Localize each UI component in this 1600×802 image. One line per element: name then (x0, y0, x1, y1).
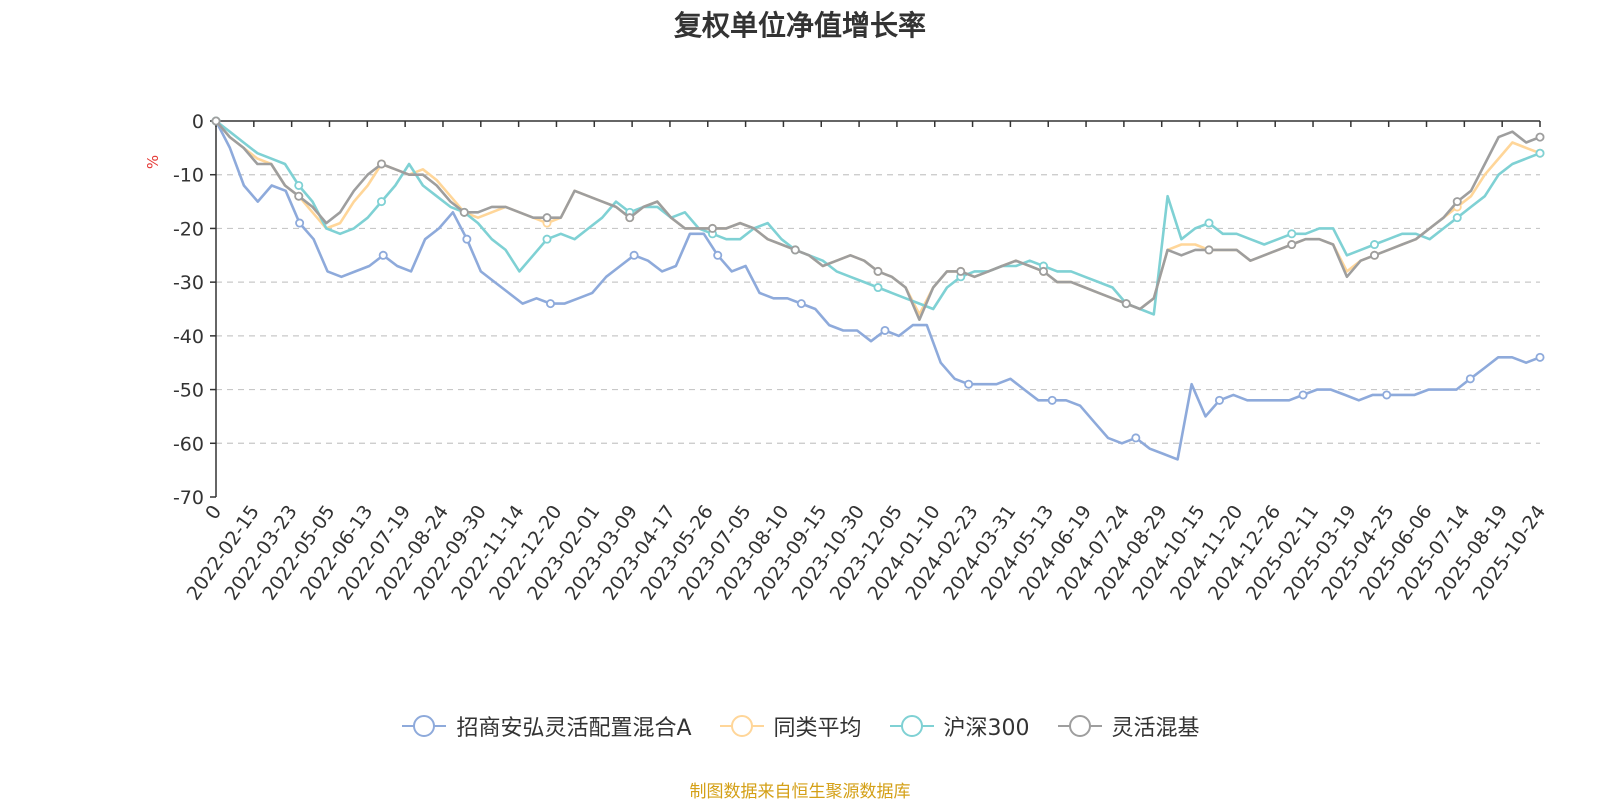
series-point (542, 213, 552, 223)
legend-marker-icon (1057, 715, 1102, 737)
legend-label: 灵活混基 (1111, 716, 1200, 741)
series-point (294, 180, 304, 190)
y-ticks: 0 -10 -20 -30 -40 -50 -60 -70 (173, 111, 216, 509)
y-tick-label: -60 (173, 433, 204, 455)
series-point (376, 197, 386, 207)
series-point (880, 325, 890, 335)
series-point (1131, 433, 1141, 443)
y-tick-label: -40 (173, 326, 204, 348)
legend-label: 同类平均 (773, 716, 862, 741)
series-point (1452, 197, 1462, 207)
series-point (708, 223, 718, 233)
series-point (625, 213, 635, 223)
y-axis-unit: % (144, 155, 162, 169)
series-point (796, 299, 806, 309)
series-point (378, 250, 388, 260)
legend-marker-icon (889, 715, 934, 737)
series-point (956, 266, 966, 276)
series-point (1535, 148, 1545, 158)
series-point (545, 299, 555, 309)
series-point (294, 191, 304, 201)
series-point (211, 116, 221, 126)
legend: 招商安弘灵活配置混合A 同类平均 沪深300 灵活混基 (0, 710, 1600, 742)
series-point (1214, 395, 1224, 405)
series-point (1204, 245, 1214, 255)
series-point (1382, 390, 1392, 400)
y-tick-label: -20 (173, 218, 204, 240)
series-point (1204, 218, 1214, 228)
series-point (1465, 374, 1475, 384)
series-lines (211, 116, 1545, 461)
series-point (1047, 395, 1057, 405)
series-point (713, 250, 723, 260)
legend-marker-icon (402, 715, 447, 737)
legend-marker-icon (719, 715, 764, 737)
series-point (1535, 132, 1545, 142)
chart-title: 复权单位净值增长率 (673, 9, 926, 42)
series-point (295, 218, 305, 228)
series-point (1535, 352, 1545, 362)
series-point (1370, 250, 1380, 260)
y-tick-label: -70 (173, 487, 204, 509)
y-tick-label: -10 (173, 165, 204, 187)
y-tick-label: -30 (173, 272, 204, 294)
series-point (1298, 390, 1308, 400)
series-point (964, 379, 974, 389)
series-point (1287, 240, 1297, 250)
series-point (1039, 266, 1049, 276)
series-point (1452, 213, 1462, 223)
series-point (462, 234, 472, 244)
series-line-0 (214, 120, 1541, 461)
series-point (790, 245, 800, 255)
legend-label: 沪深300 (943, 716, 1030, 741)
source-note: 制图数据来自恒生聚源数据库 (689, 782, 911, 802)
legend-item-1[interactable]: 同类平均 (718, 710, 862, 742)
y-tick-label: -50 (173, 380, 204, 402)
legend-label: 招商安弘灵活配置混合A (456, 716, 692, 741)
y-tick-label: 0 (192, 111, 204, 133)
legend-item-2[interactable]: 沪深300 (888, 710, 1030, 742)
series-point (1121, 299, 1131, 309)
series-point (1287, 229, 1297, 239)
series-point (1370, 240, 1380, 250)
axes (215, 120, 1540, 497)
legend-item-0[interactable]: 招商安弘灵活配置混合A (400, 710, 692, 742)
legend-item-3[interactable]: 灵活混基 (1056, 710, 1200, 742)
series-point (629, 250, 639, 260)
series-point (376, 159, 386, 169)
series-point (873, 283, 883, 293)
series-point (542, 234, 552, 244)
x-tick-label: 0 (201, 501, 226, 524)
series-point (873, 266, 883, 276)
grid-lines (216, 174, 1540, 444)
series-point (459, 207, 469, 217)
